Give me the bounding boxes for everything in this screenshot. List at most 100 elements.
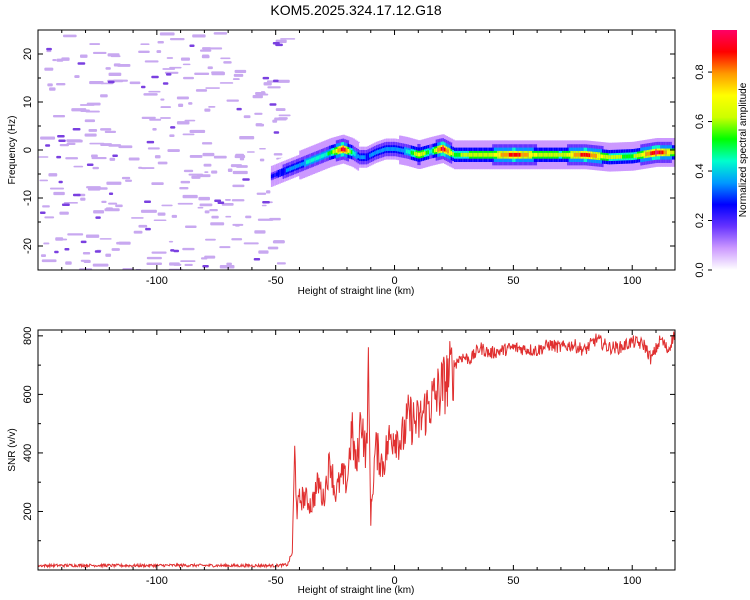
noise-speckle xyxy=(239,135,255,140)
colorbar: 0.0 0.2 0.4 0.6 0.8 Normalized spectral ampl… xyxy=(694,30,749,278)
signal-cell xyxy=(495,152,498,157)
noise-speckle xyxy=(161,204,173,207)
signal-cell xyxy=(480,152,483,157)
signal-cell xyxy=(671,150,675,155)
signal-cell xyxy=(354,152,357,156)
signal-cell xyxy=(392,147,395,151)
noise-speckle xyxy=(140,43,150,45)
noise-speckle xyxy=(255,92,266,96)
noise-speckle xyxy=(41,259,57,263)
spectrogram-xtick-label: 100 xyxy=(623,275,641,287)
signal-cell xyxy=(400,148,404,153)
signal-cell xyxy=(565,152,568,157)
noise-speckle xyxy=(141,116,156,120)
signal-cell xyxy=(420,152,424,157)
signal-cell xyxy=(314,157,317,161)
noise-speckle xyxy=(148,90,161,93)
noise-speckle xyxy=(209,47,223,50)
spectrogram-ytick-label: -10 xyxy=(22,190,34,206)
noise-speckle xyxy=(156,50,162,54)
signal-cell xyxy=(435,148,439,153)
signal-cell xyxy=(641,152,645,157)
noise-speckle xyxy=(204,210,210,214)
noise-speckle xyxy=(85,110,100,113)
noise-speckle xyxy=(259,158,265,162)
noise-speckle xyxy=(80,197,86,201)
signal-cell xyxy=(438,147,442,152)
signal-cell xyxy=(557,152,560,157)
signal-cell xyxy=(582,152,585,157)
snr-y-label: SNR (v/v) xyxy=(7,428,18,471)
snr-ytick-label: 200 xyxy=(22,502,34,520)
noise-speckle xyxy=(219,265,235,269)
noise-core xyxy=(189,44,195,48)
noise-core xyxy=(214,199,222,203)
signal-cell xyxy=(339,147,342,152)
signal-cell xyxy=(537,152,540,157)
signal-cell xyxy=(660,150,663,155)
signal-cell xyxy=(482,152,485,157)
signal-cell xyxy=(648,151,652,156)
signal-cell xyxy=(483,152,487,157)
noise-speckle xyxy=(188,102,193,105)
signal-cell xyxy=(636,153,640,158)
noise-speckle xyxy=(108,202,118,205)
signal-cell xyxy=(282,169,285,174)
noise-speckle xyxy=(198,196,210,201)
noise-speckle xyxy=(275,108,286,112)
noise-speckle xyxy=(252,95,263,99)
signal-cell xyxy=(450,151,454,155)
signal-cell xyxy=(452,152,455,156)
signal-cell xyxy=(640,153,643,157)
signal-cell xyxy=(532,152,535,157)
noise-speckle xyxy=(55,237,64,241)
noise-speckle xyxy=(160,117,171,119)
snr-ytick-label: 800 xyxy=(22,327,34,345)
noise-speckle xyxy=(40,254,46,257)
noise-speckle xyxy=(231,238,243,241)
noise-speckle xyxy=(202,47,211,50)
signal-cell xyxy=(598,154,602,159)
noise-speckle xyxy=(93,210,105,214)
noise-core xyxy=(242,178,250,181)
signal-cell xyxy=(542,152,545,157)
noise-speckle xyxy=(147,147,160,150)
signal-cell xyxy=(272,173,275,178)
noise-core xyxy=(144,200,151,203)
signal-cell xyxy=(440,146,444,151)
noise-speckle xyxy=(128,157,140,161)
noise-core xyxy=(170,126,176,129)
signal-cell xyxy=(362,155,365,160)
signal-cell xyxy=(485,152,488,157)
signal-cell xyxy=(445,148,449,153)
signal-cell xyxy=(492,152,495,157)
noise-speckle xyxy=(111,248,120,251)
noise-core xyxy=(58,139,66,142)
signal-cell xyxy=(472,152,475,157)
noise-core xyxy=(141,85,146,89)
noise-speckle xyxy=(63,201,78,204)
noise-core xyxy=(112,154,118,157)
signal-cell xyxy=(340,147,344,152)
noise-speckle xyxy=(235,224,240,227)
signal-cell xyxy=(567,152,570,157)
noise-speckle xyxy=(66,142,76,145)
noise-speckle xyxy=(211,170,218,174)
noise-speckle xyxy=(209,209,218,212)
noise-speckle xyxy=(53,191,65,196)
signal-cell xyxy=(633,154,637,158)
noise-speckle xyxy=(151,182,164,186)
signal-cell xyxy=(319,154,322,159)
signal-cell xyxy=(497,152,500,157)
noise-speckle xyxy=(143,93,158,96)
noise-speckle xyxy=(254,112,263,115)
snr-series-line xyxy=(38,331,675,569)
noise-speckle xyxy=(213,32,228,35)
signal-cell xyxy=(433,148,437,153)
signal-cell xyxy=(329,150,332,155)
noise-speckle xyxy=(117,64,131,67)
noise-speckle xyxy=(65,157,79,160)
signal-cell xyxy=(661,150,665,155)
noise-speckle xyxy=(226,262,232,266)
